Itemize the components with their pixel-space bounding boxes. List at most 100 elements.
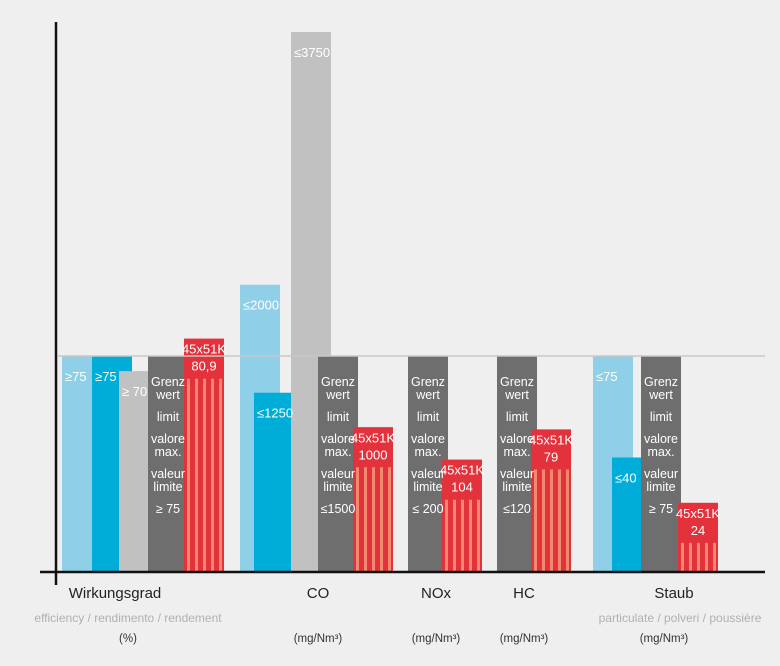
limit-label-line: ≥ 75	[156, 502, 180, 516]
limit-label-line: Grenz	[321, 375, 355, 389]
limit-label-line: wert	[504, 388, 529, 402]
limit-label-line: limit	[506, 410, 529, 424]
limit-label-line: limit	[157, 410, 180, 424]
bar-stripe	[364, 467, 367, 572]
bar-labels-layer: ≥75 ≥75≥ 70Grenzwertlimitvaloremax.valeur…	[65, 45, 720, 538]
bar-label-light-gray: ≤3750	[294, 45, 330, 60]
limit-label-line: limite	[413, 480, 442, 494]
limit-label-line: valeur	[644, 467, 678, 481]
limit-label-line: limite	[646, 480, 675, 494]
category-unit: (%)	[119, 633, 137, 645]
limit-label-line: valore	[644, 432, 678, 446]
bar-stripe	[705, 542, 708, 572]
bar-stripe	[380, 467, 383, 572]
limit-label-line: valeur	[500, 467, 534, 481]
bar-label-model: 45x51K	[676, 506, 720, 521]
limit-label-line: max.	[503, 445, 530, 459]
limit-label-line: limit	[417, 410, 440, 424]
category-unit: (mg/Nm³)	[640, 633, 689, 645]
category-unit: (mg/Nm³)	[294, 633, 343, 645]
bar-stripe	[219, 378, 222, 572]
category-unit: (mg/Nm³)	[412, 633, 461, 645]
limit-label-line: limite	[502, 480, 531, 494]
limit-label-line: Grenz	[500, 375, 534, 389]
bar-stripe	[534, 469, 537, 572]
bar-label-light-blue: ≥75	[65, 369, 87, 384]
bar-label-value: 24	[691, 523, 705, 538]
category-name: Staub	[654, 585, 693, 602]
bar-hc-dark-gray	[497, 356, 537, 572]
bar-label-blue: ≥75	[95, 369, 117, 384]
bar-stripe	[453, 499, 456, 572]
bar-header-red	[678, 502, 718, 541]
bar-label-light-blue: ≤2000	[243, 298, 279, 313]
limit-label-line: wert	[415, 388, 440, 402]
limit-label-line: limit	[650, 410, 673, 424]
bar-wirkungsgrad-dark-gray	[148, 356, 188, 572]
bar-label-model: 45x51K	[440, 463, 484, 478]
limit-label-line: limite	[323, 480, 352, 494]
limit-label-line: Grenz	[644, 375, 678, 389]
limit-label-line: limit	[327, 410, 350, 424]
limit-label-line: valore	[500, 432, 534, 446]
bar-header-red	[531, 429, 571, 468]
category-subtitle: efficiency / rendimento / rendement	[34, 611, 222, 625]
bar-stripe	[195, 378, 198, 572]
limit-label-line: max.	[324, 445, 351, 459]
category-subtitle: particulate / polveri / poussière	[599, 611, 762, 625]
limit-label-line: valeur	[151, 467, 185, 481]
category-name: CO	[307, 585, 330, 602]
category-unit: (mg/Nm³)	[500, 633, 549, 645]
bar-stripe	[681, 542, 684, 572]
bar-label-model: 45x51K	[351, 430, 395, 445]
bar-stripe	[713, 542, 716, 572]
limit-label-line: wert	[155, 388, 180, 402]
bar-nox-dark-gray	[408, 356, 448, 572]
bar-label-value: 104	[451, 480, 473, 495]
bar-stripe	[461, 499, 464, 572]
bar-stripe	[689, 542, 692, 572]
bar-label-blue: ≤40	[615, 471, 637, 486]
bar-stripe	[372, 467, 375, 572]
bar-label-model: 45x51K	[529, 432, 573, 447]
limit-label-line: max.	[647, 445, 674, 459]
bar-label-value: 79	[544, 449, 558, 464]
limit-label-line: valeur	[321, 467, 355, 481]
limit-label-line: ≥ 75	[649, 502, 673, 516]
limit-label-line: ≤ 200	[412, 502, 443, 516]
bar-header-red	[184, 338, 224, 377]
bar-stripe	[211, 378, 214, 572]
limit-label-line: ≤120	[503, 502, 531, 516]
bar-stripe	[542, 469, 545, 572]
bar-stripe	[558, 469, 561, 572]
bar-stripe	[356, 467, 359, 572]
bar-label-blue: ≤1250	[257, 406, 293, 421]
category-name: HC	[513, 585, 535, 602]
limit-label-line: valore	[321, 432, 355, 446]
bar-label-value: 1000	[359, 447, 388, 462]
limit-label-line: valeur	[411, 467, 445, 481]
bar-staub-dark-gray	[641, 356, 681, 572]
bar-label-light-gray: ≥ 70	[122, 384, 147, 399]
bar-header-red	[442, 459, 482, 498]
bar-stripe	[469, 499, 472, 572]
limit-label-line: wert	[325, 388, 350, 402]
limit-label-line: valore	[411, 432, 445, 446]
bar-label-model: 45x51K	[182, 342, 226, 357]
bar-stripe	[550, 469, 553, 572]
category-labels-layer: Wirkungsgrad efficiency / rendimento / re…	[34, 585, 761, 645]
limit-label-line: Grenz	[411, 375, 445, 389]
limit-label-line: max.	[154, 445, 181, 459]
bar-stripe	[203, 378, 206, 572]
limit-label-line: max.	[414, 445, 441, 459]
bar-label-value: 80,9	[191, 359, 216, 374]
bar-stripe	[187, 378, 190, 572]
limit-label-line: limite	[153, 480, 182, 494]
bar-label-light-blue: ≤75	[596, 369, 618, 384]
limit-label-line: wert	[648, 388, 673, 402]
bar-stripe	[445, 499, 448, 572]
bar-stripe	[566, 469, 569, 572]
bar-stripe	[697, 542, 700, 572]
limit-label-line: valore	[151, 432, 185, 446]
